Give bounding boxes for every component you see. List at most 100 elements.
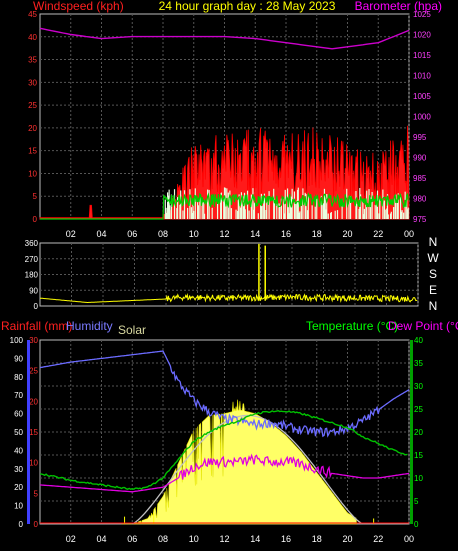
barometer-tick-label: 1025 — [413, 10, 431, 19]
rainfall-tick-label: 25 — [29, 367, 38, 376]
temperature-tick-label: 20 — [414, 428, 423, 437]
windspeed-series — [39, 125, 410, 220]
barometer-tick-label: 1005 — [413, 92, 431, 101]
windspeed-tick-label: 15 — [28, 147, 37, 156]
temperature-tick-label: 5 — [414, 497, 419, 506]
windspeed-tick-label: 5 — [33, 192, 38, 201]
compass-label: W — [427, 251, 439, 265]
compass-label: S — [429, 267, 437, 281]
wind-panel-x-tick-label: 00 — [404, 229, 414, 239]
rainfall-tick-label: 0 — [34, 520, 39, 529]
windspeed-tick-label: 40 — [28, 33, 37, 42]
windspeed-tick-label: 20 — [28, 124, 37, 133]
temperature-tick-label: 30 — [414, 382, 423, 391]
wind-panel-x-tick-label: 16 — [281, 229, 291, 239]
rainfall-tick-label: 10 — [29, 459, 38, 468]
humidity-tick-label: 10 — [14, 502, 23, 511]
compass-label: E — [429, 283, 437, 297]
direction-tick-label: 270 — [25, 255, 39, 264]
barometer-tick-label: 975 — [413, 215, 427, 224]
temperature-series — [40, 409, 408, 490]
wind-panel-x-tick-label: 02 — [66, 229, 76, 239]
climate-panel-x-tick-label: 22 — [373, 534, 383, 544]
dewpoint-axis-label: Dew Point (°C) — [388, 319, 458, 333]
humidity-tick-label: 50 — [14, 428, 23, 437]
barometer-axis-label: Barometer (hpa) — [355, 0, 442, 13]
wind-panel-x-tick-label: 04 — [96, 229, 106, 239]
windspeed-axis-label: Windspeed (kph) — [33, 0, 124, 13]
solar-series — [121, 399, 358, 525]
barometer-tick-label: 1015 — [413, 51, 431, 60]
climate-panel-x-tick-label: 14 — [250, 534, 260, 544]
humidity-tick-label: 80 — [14, 373, 23, 382]
rainfall-tick-label: 15 — [29, 428, 38, 437]
direction-tick-label: 360 — [25, 239, 39, 248]
humidity-tick-label: 0 — [19, 520, 24, 529]
humidity-series — [39, 350, 410, 438]
solar-max-series — [131, 414, 364, 525]
wind-panel-x-tick-label: 14 — [250, 229, 260, 239]
rainfall-tick-label: 5 — [34, 489, 39, 498]
direction-tick-label: 0 — [34, 302, 39, 311]
solar-axis-label: Solar — [118, 323, 146, 337]
humidity-tick-label: 60 — [14, 410, 23, 419]
climate-panel-x-tick-label: 10 — [189, 534, 199, 544]
wind-panel-x-tick-label: 06 — [127, 229, 137, 239]
temperature-tick-label: 15 — [414, 451, 423, 460]
humidity-axis-label: Humidity — [66, 319, 113, 333]
climate-panel-x-tick-label: 20 — [342, 534, 352, 544]
humidity-tick-label: 70 — [14, 391, 23, 400]
wind-panel-x-tick-label: 10 — [189, 229, 199, 239]
wind-panel-x-tick-label: 08 — [158, 229, 168, 239]
humidity-tick-label: 30 — [14, 465, 23, 474]
direction-tick-label: 180 — [25, 271, 39, 280]
windspeed-tick-label: 35 — [28, 56, 37, 65]
windspeed-tick-label: 10 — [28, 169, 37, 178]
wind-panel-x-tick-label: 20 — [342, 229, 352, 239]
wind-panel-x-tick-label: 12 — [219, 229, 229, 239]
rainfall-axis-label: Rainfall (mm) — [1, 319, 72, 333]
climate-panel-x-tick-label: 00 — [404, 534, 414, 544]
rainfall-tick-label: 20 — [29, 397, 38, 406]
temperature-tick-label: 0 — [414, 520, 419, 529]
wind-direction-series — [39, 293, 418, 303]
barometer-tick-label: 990 — [413, 154, 427, 163]
barometer-tick-label: 1020 — [413, 31, 431, 40]
temperature-tick-label: 10 — [414, 474, 423, 483]
windspeed-tick-label: 25 — [28, 101, 37, 110]
climate-panel-x-tick-label: 06 — [127, 534, 137, 544]
barometer-tick-label: 985 — [413, 174, 427, 183]
climate-panel-x-tick-label: 18 — [312, 534, 322, 544]
humidity-tick-label: 20 — [14, 483, 23, 492]
humidity-tick-label: 40 — [14, 446, 23, 455]
compass-label: N — [429, 299, 438, 313]
humidity-tick-label: 100 — [10, 336, 24, 345]
barometer-series — [39, 27, 410, 50]
climate-panel-x-tick-label: 02 — [66, 534, 76, 544]
chart-title: 24 hour graph day : 28 May 2023 — [159, 0, 336, 13]
climate-panel-x-tick-label: 12 — [219, 534, 229, 544]
average-wind-series — [40, 192, 409, 220]
windspeed-tick-label: 30 — [28, 78, 37, 87]
temperature-tick-label: 40 — [414, 336, 423, 345]
climate-panel-x-tick-label: 16 — [281, 534, 291, 544]
barometer-tick-label: 1000 — [413, 113, 431, 122]
rainfall-tick-label: 30 — [29, 336, 38, 345]
humidity-tick-label: 90 — [14, 354, 23, 363]
dewpoint-series — [39, 453, 410, 493]
wind-panel-x-tick-label: 22 — [373, 229, 383, 239]
barometer-tick-label: 995 — [413, 133, 427, 142]
barometer-tick-label: 1010 — [413, 72, 431, 81]
temperature-tick-label: 25 — [414, 405, 423, 414]
barometer-tick-label: 980 — [413, 195, 427, 204]
temperature-tick-label: 35 — [414, 359, 423, 368]
windspeed-tick-label: 45 — [28, 10, 37, 19]
temperature-axis-label: Temperature (°C) — [306, 319, 398, 333]
climate-panel-x-tick-label: 08 — [158, 534, 168, 544]
climate-panel-x-tick-label: 04 — [96, 534, 106, 544]
wind-panel-x-tick-label: 18 — [312, 229, 322, 239]
temperature-axis-bar — [410, 340, 413, 524]
direction-tick-label: 90 — [29, 286, 38, 295]
